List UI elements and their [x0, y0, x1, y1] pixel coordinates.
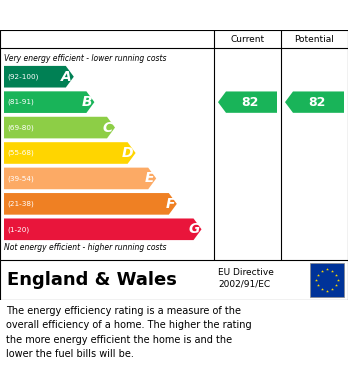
Text: Energy Efficiency Rating: Energy Efficiency Rating — [8, 7, 218, 23]
Polygon shape — [4, 66, 74, 88]
Text: (69-80): (69-80) — [7, 124, 34, 131]
Text: 82: 82 — [241, 96, 259, 109]
Text: Very energy efficient - lower running costs: Very energy efficient - lower running co… — [4, 54, 166, 63]
Polygon shape — [218, 91, 277, 113]
Text: 82: 82 — [308, 96, 326, 109]
Text: The energy efficiency rating is a measure of the
overall efficiency of a home. T: The energy efficiency rating is a measur… — [6, 306, 252, 359]
Text: E: E — [145, 171, 154, 185]
Polygon shape — [285, 91, 344, 113]
Text: (21-38): (21-38) — [7, 201, 34, 207]
Text: B: B — [82, 95, 93, 109]
Text: Current: Current — [230, 34, 264, 43]
Text: EU Directive
2002/91/EC: EU Directive 2002/91/EC — [218, 267, 274, 289]
Text: (81-91): (81-91) — [7, 99, 34, 106]
Polygon shape — [4, 193, 177, 215]
Text: (92-100): (92-100) — [7, 74, 38, 80]
Text: G: G — [188, 222, 199, 236]
Bar — [310, 263, 344, 297]
Text: A: A — [61, 70, 72, 84]
Text: (1-20): (1-20) — [7, 226, 29, 233]
Polygon shape — [4, 91, 94, 113]
Text: D: D — [122, 146, 134, 160]
Text: England & Wales: England & Wales — [7, 271, 177, 289]
Polygon shape — [4, 168, 156, 189]
Text: (39-54): (39-54) — [7, 175, 34, 182]
Text: Potential: Potential — [294, 34, 334, 43]
Polygon shape — [4, 142, 136, 164]
Text: F: F — [165, 197, 175, 211]
Polygon shape — [4, 117, 115, 138]
Polygon shape — [4, 219, 201, 240]
Text: (55-68): (55-68) — [7, 150, 34, 156]
Text: C: C — [103, 120, 113, 135]
Text: Not energy efficient - higher running costs: Not energy efficient - higher running co… — [4, 243, 166, 252]
